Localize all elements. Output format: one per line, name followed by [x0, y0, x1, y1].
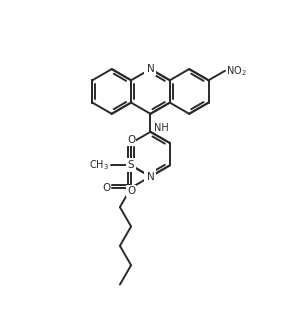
Text: NH: NH: [154, 123, 169, 133]
Text: NO$_2$: NO$_2$: [227, 64, 247, 78]
Text: N: N: [147, 64, 154, 74]
Text: CH$_3$: CH$_3$: [90, 159, 110, 172]
Text: O: O: [127, 186, 135, 196]
Text: O: O: [127, 135, 135, 145]
Text: S: S: [128, 161, 134, 171]
Text: N: N: [147, 172, 154, 182]
Text: O: O: [102, 183, 111, 193]
